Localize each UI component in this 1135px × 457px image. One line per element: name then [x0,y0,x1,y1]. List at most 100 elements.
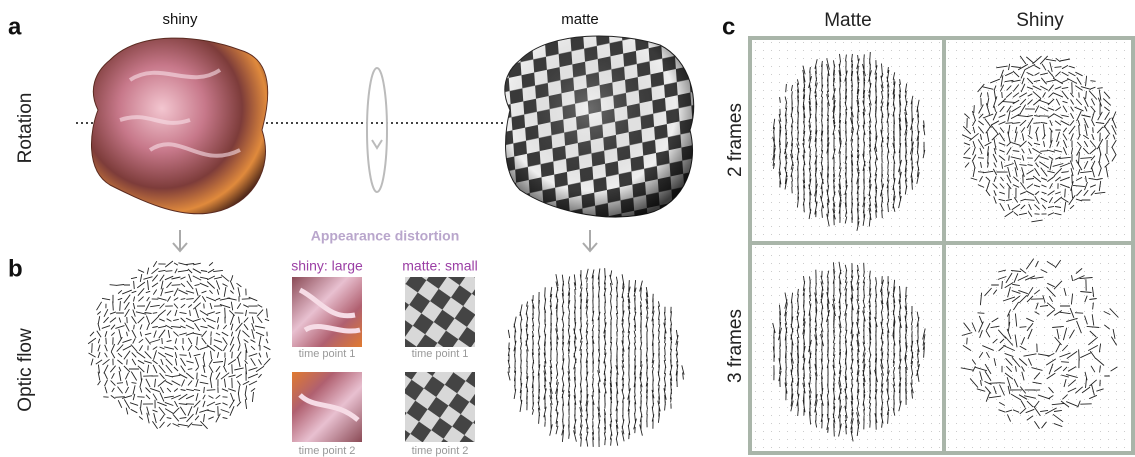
grid-dot [980,407,981,408]
grid-dot [843,58,844,59]
grid-dot [996,359,997,360]
grid-dot [931,50,932,51]
grid-dot [859,130,860,131]
grid-dot [867,178,868,179]
grid-dot [931,98,932,99]
grid-dot [771,226,772,227]
grid-dot [948,327,949,328]
grid-dot [988,90,989,91]
grid-dot [1100,407,1101,408]
grid-dot [948,178,949,179]
grid-dot [867,327,868,328]
grid-dot [915,375,916,376]
grid-dot [763,170,764,171]
grid-dot [891,311,892,312]
grid-dot [763,271,764,272]
grid-dot [931,154,932,155]
grid-dot [867,431,868,432]
grid-dot [1036,154,1037,155]
grid-dot [1060,407,1061,408]
grid-dot [843,335,844,336]
grid-dot [956,447,957,448]
grid-dot [1020,439,1021,440]
grid-dot [915,146,916,147]
grid-dot [795,146,796,147]
grid-dot [843,295,844,296]
grid-dot [1060,186,1061,187]
grid-dot [1036,90,1037,91]
grid-dot [915,234,916,235]
grid-dot [1028,447,1029,448]
grid-dot [1044,415,1045,416]
grid-dot [859,162,860,163]
grid-dot [931,295,932,296]
grid-dot [835,303,836,304]
grid-dot [948,114,949,115]
grid-dot [867,367,868,368]
frame-label: time point 2 [299,445,356,457]
grid-dot [1108,335,1109,336]
grid-dot [964,343,965,344]
grid-dot [1036,98,1037,99]
grid-dot [843,439,844,440]
grid-dot [1084,383,1085,384]
grid-dot [803,58,804,59]
grid-dot [923,431,924,432]
grid-dot [1004,423,1005,424]
grid-dot [988,255,989,256]
grid-dot [948,303,949,304]
grid-dot [1116,146,1117,147]
grid-dot [1060,255,1061,256]
grid-dot [1108,279,1109,280]
grid-dot [948,162,949,163]
grid-dot [972,343,973,344]
grid-dot [787,407,788,408]
grid-dot [1020,50,1021,51]
grid-dot [907,194,908,195]
grid-dot [795,423,796,424]
grid-dot [771,407,772,408]
grid-dot [835,431,836,432]
grid-dot [1076,210,1077,211]
grid-dot [1084,399,1085,400]
grid-dot [1012,130,1013,131]
grid-dot [939,122,940,123]
grid-dot [939,114,940,115]
grid-dot [1020,66,1021,67]
grid-dot [811,255,812,256]
grid-dot [948,210,949,211]
grid-dot [996,170,997,171]
grid-dot [755,375,756,376]
grid-dot [763,50,764,51]
grid-dot [939,194,940,195]
grid-dot [939,58,940,59]
grid-dot [1052,58,1053,59]
grid-dot [972,226,973,227]
grid-dot [787,162,788,163]
grid-dot [1084,66,1085,67]
grid-dot [787,74,788,75]
grid-dot [1124,391,1125,392]
grid-dot [1108,439,1109,440]
grid-dot [931,162,932,163]
grid-dot [1044,234,1045,235]
grid-dot [787,210,788,211]
flow-vectors [961,259,1119,429]
grid-dot [883,255,884,256]
grid-dot [763,439,764,440]
grid-dot [1012,391,1013,392]
grid-dot [835,154,836,155]
grid-dot [1092,202,1093,203]
grid-dot [1036,311,1037,312]
grid-dot [1004,255,1005,256]
grid-dot [811,106,812,107]
grid-dot [1052,154,1053,155]
grid-dot [755,383,756,384]
grid-dot [996,311,997,312]
grid-dot [915,447,916,448]
grid-dot [1012,218,1013,219]
grid-dot [1076,247,1077,248]
grid-dot [956,226,957,227]
grid-dot [1036,42,1037,43]
grid-dot [891,202,892,203]
